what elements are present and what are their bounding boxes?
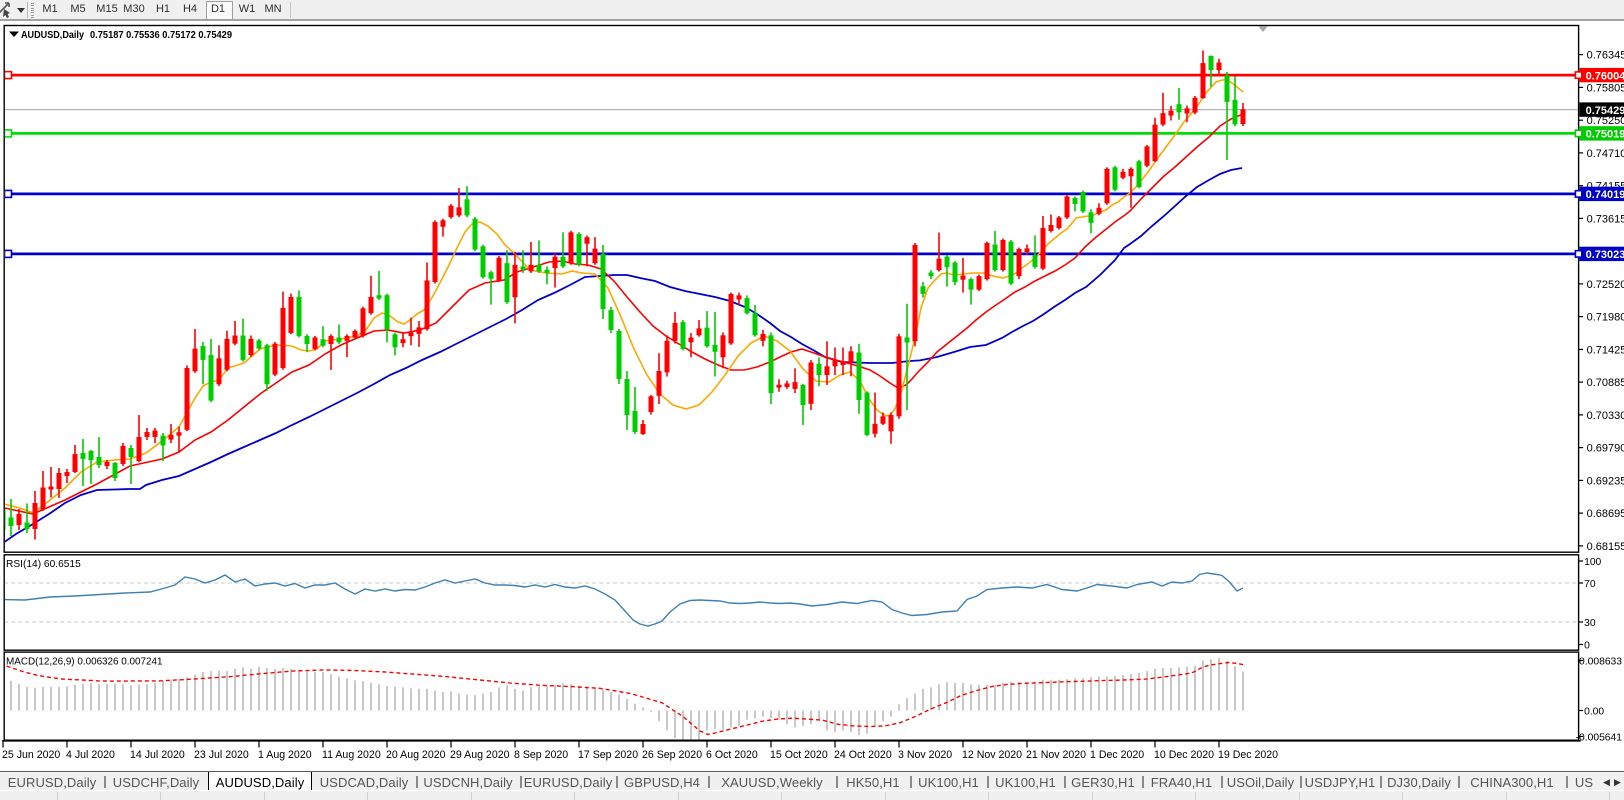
svg-text:21 Nov 2020: 21 Nov 2020	[1026, 749, 1086, 761]
svg-text:17 Sep 2020: 17 Sep 2020	[578, 749, 638, 761]
svg-text:0.69235: 0.69235	[1587, 475, 1624, 487]
svg-text:19 Dec 2020: 19 Dec 2020	[1218, 749, 1278, 761]
svg-text:AUDUSD,Daily: AUDUSD,Daily	[21, 29, 84, 41]
svg-text:0.75250: 0.75250	[1587, 115, 1624, 127]
svg-text:6 Oct 2020: 6 Oct 2020	[706, 749, 758, 761]
svg-text:0.74019: 0.74019	[1586, 189, 1624, 201]
svg-text:0.75019: 0.75019	[1586, 129, 1624, 141]
svg-text:0.72520: 0.72520	[1587, 279, 1624, 291]
svg-text:0.008633: 0.008633	[1579, 657, 1622, 668]
svg-text:10 Dec 2020: 10 Dec 2020	[1154, 749, 1214, 761]
svg-text:0.73615: 0.73615	[1587, 213, 1624, 225]
svg-text:0.68155: 0.68155	[1587, 541, 1624, 553]
svg-text:24 Oct 2020: 24 Oct 2020	[834, 749, 892, 761]
svg-text:14 Jul 2020: 14 Jul 2020	[130, 749, 185, 761]
svg-text:0.00: 0.00	[1584, 707, 1604, 718]
svg-text:0.70330: 0.70330	[1587, 410, 1624, 422]
svg-text:8 Sep 2020: 8 Sep 2020	[514, 749, 568, 761]
svg-text:0.73023: 0.73023	[1586, 249, 1624, 261]
svg-text:0.69790: 0.69790	[1587, 443, 1624, 455]
svg-text:26 Sep 2020: 26 Sep 2020	[642, 749, 702, 761]
svg-text:0.71980: 0.71980	[1587, 312, 1624, 324]
svg-text:4 Jul 2020: 4 Jul 2020	[66, 749, 115, 761]
svg-text:25 Jun 2020: 25 Jun 2020	[2, 749, 60, 761]
svg-text:0.75429: 0.75429	[1586, 105, 1624, 117]
svg-text:0.76004: 0.76004	[1586, 70, 1624, 82]
svg-text:15 Oct 2020: 15 Oct 2020	[770, 749, 828, 761]
svg-text:0.76345: 0.76345	[1587, 50, 1624, 62]
svg-text:0: 0	[1584, 641, 1590, 652]
svg-text:0.74710: 0.74710	[1587, 148, 1624, 160]
svg-text:0.70885: 0.70885	[1587, 377, 1624, 389]
svg-text:RSI(14) 60.6515: RSI(14) 60.6515	[6, 559, 81, 570]
svg-text:-0.005641: -0.005641	[1576, 733, 1623, 744]
svg-text:0.71425: 0.71425	[1587, 344, 1624, 356]
svg-text:3 Nov 2020: 3 Nov 2020	[898, 749, 952, 761]
svg-text:1 Aug 2020: 1 Aug 2020	[258, 749, 312, 761]
svg-text:23 Jul 2020: 23 Jul 2020	[194, 749, 249, 761]
svg-text:70: 70	[1584, 579, 1596, 590]
svg-text:20 Aug 2020: 20 Aug 2020	[386, 749, 446, 761]
svg-text:30: 30	[1584, 618, 1596, 629]
svg-text:0.68695: 0.68695	[1587, 508, 1624, 520]
svg-text:0.75805: 0.75805	[1587, 82, 1624, 94]
svg-text:1 Dec 2020: 1 Dec 2020	[1090, 749, 1144, 761]
svg-text:MACD(12,26,9) 0.006326 0.00724: MACD(12,26,9) 0.006326 0.007241	[6, 657, 163, 668]
svg-text:29 Aug 2020: 29 Aug 2020	[450, 749, 510, 761]
svg-text:100: 100	[1584, 557, 1601, 568]
svg-text:12 Nov 2020: 12 Nov 2020	[962, 749, 1022, 761]
svg-text:0.75187 0.75536 0.75172 0.7542: 0.75187 0.75536 0.75172 0.75429	[90, 29, 232, 41]
svg-text:11 Aug 2020: 11 Aug 2020	[322, 749, 381, 761]
